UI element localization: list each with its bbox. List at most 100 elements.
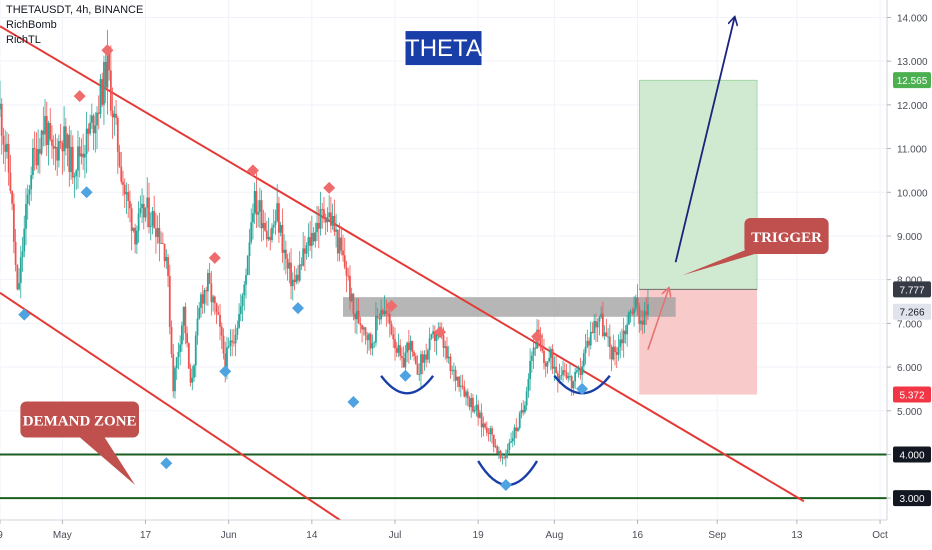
candle-body: [520, 409, 523, 414]
candle-body: [7, 143, 10, 173]
candle-body: [501, 457, 504, 459]
indicator-richbomb-label: RichBomb: [6, 19, 57, 31]
candle-body: [328, 212, 331, 217]
pattern-arc: [380, 375, 435, 395]
candle-body: [130, 208, 133, 231]
candle-body: [118, 151, 121, 167]
candle-body: [4, 144, 7, 152]
candle-body: [475, 404, 478, 410]
candle-body: [227, 346, 230, 348]
candle-body: [44, 116, 46, 135]
candle-body: [472, 397, 474, 412]
candle-body: [288, 262, 291, 269]
candle-body: [622, 330, 625, 344]
low-marker: [80, 186, 93, 199]
candle-body: [593, 320, 596, 334]
candle-body: [387, 313, 389, 315]
high-marker: [531, 330, 544, 343]
candle-body: [388, 314, 391, 324]
candle-body: [155, 228, 157, 237]
candle-body: [420, 354, 422, 375]
candle-body: [375, 315, 377, 343]
candle-body: [80, 153, 83, 157]
price-badge: [893, 281, 931, 298]
x-tick-label: Jun: [221, 530, 237, 541]
candle-body: [376, 315, 379, 318]
candle-body: [206, 272, 209, 292]
candle-body: [336, 229, 339, 254]
candle-body: [473, 409, 476, 412]
candle-body: [234, 334, 237, 344]
candle-body: [97, 112, 100, 114]
y-tick-label: 13.000: [897, 57, 928, 68]
candle-body: [492, 434, 495, 447]
candle-body: [271, 227, 273, 241]
candle-body: [465, 391, 467, 397]
candle-body: [588, 340, 590, 346]
candle-body: [54, 146, 57, 149]
candle-body: [361, 325, 363, 330]
candle-body: [323, 209, 325, 218]
candle-body: [109, 70, 112, 111]
candle-body: [26, 194, 29, 205]
candle-body: [0, 103, 1, 110]
candle-body: [45, 116, 48, 146]
candle-body: [591, 332, 594, 334]
candle-body: [142, 203, 145, 218]
trendline: [0, 25, 805, 503]
candle-body: [522, 409, 525, 413]
low-marker: [399, 369, 412, 382]
candle-body: [243, 284, 246, 296]
candle-body: [160, 243, 163, 244]
candle-body: [203, 290, 206, 304]
candle-body: [608, 336, 611, 347]
callout-pointer: [682, 239, 803, 276]
candle-body: [504, 453, 507, 459]
candle-body: [30, 175, 33, 190]
candle-body: [279, 225, 282, 233]
candle-body: [641, 320, 644, 325]
x-tick-label: 19: [473, 530, 485, 541]
candle-body: [165, 257, 168, 262]
candle-body: [603, 332, 606, 337]
candle-body: [627, 312, 630, 325]
candle-body: [562, 370, 564, 376]
candle-body: [532, 347, 535, 356]
candle-body: [624, 330, 627, 335]
candle-body: [413, 352, 415, 357]
candle-body: [127, 192, 130, 202]
candle-body: [574, 371, 577, 382]
candle-body: [59, 141, 62, 143]
chart-title: THETA: [405, 35, 482, 62]
candle-body: [551, 349, 554, 369]
candle-body: [77, 146, 79, 171]
candle-body: [2, 135, 5, 145]
candle-body: [47, 122, 50, 146]
candle-body: [530, 355, 533, 362]
candle-body: [85, 128, 88, 154]
candle-body: [425, 354, 428, 360]
candle-body: [529, 361, 532, 379]
price-badge: [893, 490, 931, 507]
candle-body: [534, 347, 537, 349]
candle-body: [283, 249, 286, 253]
candle-body: [68, 134, 71, 173]
candle-body: [584, 346, 587, 354]
candle-body: [212, 296, 214, 303]
candle-body: [385, 310, 388, 314]
candle-body: [496, 446, 499, 454]
y-tick-label: 11.000: [897, 145, 927, 156]
candle-body: [560, 375, 563, 376]
candle-body: [352, 293, 355, 314]
candle-body: [156, 227, 159, 237]
candle-body: [226, 347, 228, 372]
price-badge-label: 12.565: [897, 76, 928, 87]
candle-body: [252, 213, 254, 223]
candle-body: [371, 343, 374, 349]
candle-body: [569, 376, 571, 377]
candle-body: [191, 377, 194, 383]
candle-body: [638, 305, 641, 324]
candle-body: [582, 353, 585, 367]
candle-body: [626, 324, 629, 335]
